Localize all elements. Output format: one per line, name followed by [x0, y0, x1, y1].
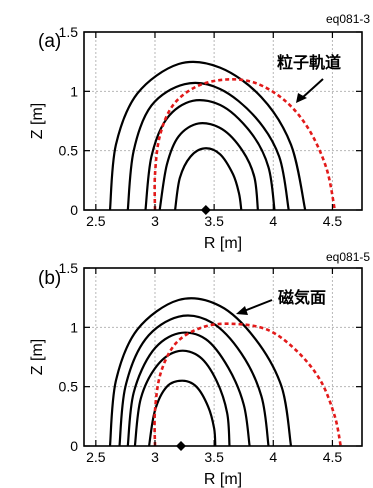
- panel-a: (a) eq081-3 2.5 3 3.5 4 4.5 0 0.5 1 1.5 R [m] Z …: [29, 12, 370, 252]
- y-tick-label: 1: [70, 83, 78, 99]
- x-tick-label: 4.5: [323, 449, 343, 465]
- flux-surface-line: [148, 379, 217, 447]
- x-tick-label: 4.5: [323, 213, 343, 229]
- panel-label: (a): [38, 31, 61, 52]
- flux-surface-line: [126, 331, 251, 447]
- x-axis-label: R [m]: [204, 235, 242, 252]
- flux-surface-line: [118, 314, 270, 447]
- flux-surface-line: [174, 147, 243, 211]
- x-tick-label: 4: [269, 449, 277, 465]
- x-tick-label: 2.5: [86, 213, 106, 229]
- annotation-arrow: [296, 78, 324, 103]
- particle-orbit-line: [153, 78, 337, 211]
- particle-orbit-line: [153, 322, 342, 447]
- flux-surface-line: [108, 297, 293, 447]
- x-tick-label: 3: [151, 449, 159, 465]
- annotation-label: 磁気面: [278, 288, 326, 307]
- y-tick-label: 0.5: [59, 379, 79, 395]
- y-tick-label: 0.5: [59, 143, 79, 159]
- plot-frame: [83, 267, 363, 447]
- flux-surface-line: [158, 122, 259, 211]
- x-tick-label: 4: [269, 213, 277, 229]
- ticks: 2.5 3 3.5 4 4.5 0 0.5 1 1.5: [59, 260, 362, 465]
- panel-label: (b): [38, 268, 61, 289]
- annotation-arrow: [236, 299, 273, 315]
- y-tick-label: 0: [70, 438, 78, 454]
- ticks: 2.5 3 3.5 4 4.5 0 0.5 1 1.5: [59, 24, 362, 229]
- annotation-label: 粒子軌道: [277, 53, 341, 72]
- y-axis-label: Z [m]: [29, 339, 46, 375]
- x-tick-label: 2.5: [86, 449, 106, 465]
- figure-code: eq081-3: [326, 12, 370, 26]
- flux-surface-line: [108, 60, 307, 211]
- y-tick-label: 1.5: [59, 260, 79, 276]
- panel-b: (b) eq081-5 2.5 3 3.5 4 4.5 0 0.5 1 1.5 R [m] Z …: [29, 250, 370, 488]
- series-layer: [108, 60, 337, 215]
- y-tick-label: 1.5: [59, 24, 79, 40]
- y-tick-label: 0: [70, 202, 78, 218]
- flux-surface-line: [144, 99, 276, 211]
- y-tick-label: 1: [70, 319, 78, 335]
- y-axis-label: Z [m]: [29, 103, 46, 139]
- x-tick-label: 3.5: [204, 449, 224, 465]
- flux-surface-line: [126, 81, 290, 211]
- figure-code: eq081-5: [326, 250, 370, 264]
- x-tick-label: 3: [151, 213, 159, 229]
- plot-frame: [83, 31, 363, 211]
- x-tick-label: 3.5: [204, 213, 224, 229]
- x-axis-label: R [m]: [204, 471, 242, 488]
- grid: [84, 31, 362, 211]
- series-layer: [108, 297, 342, 451]
- flux-surface-line: [133, 349, 231, 447]
